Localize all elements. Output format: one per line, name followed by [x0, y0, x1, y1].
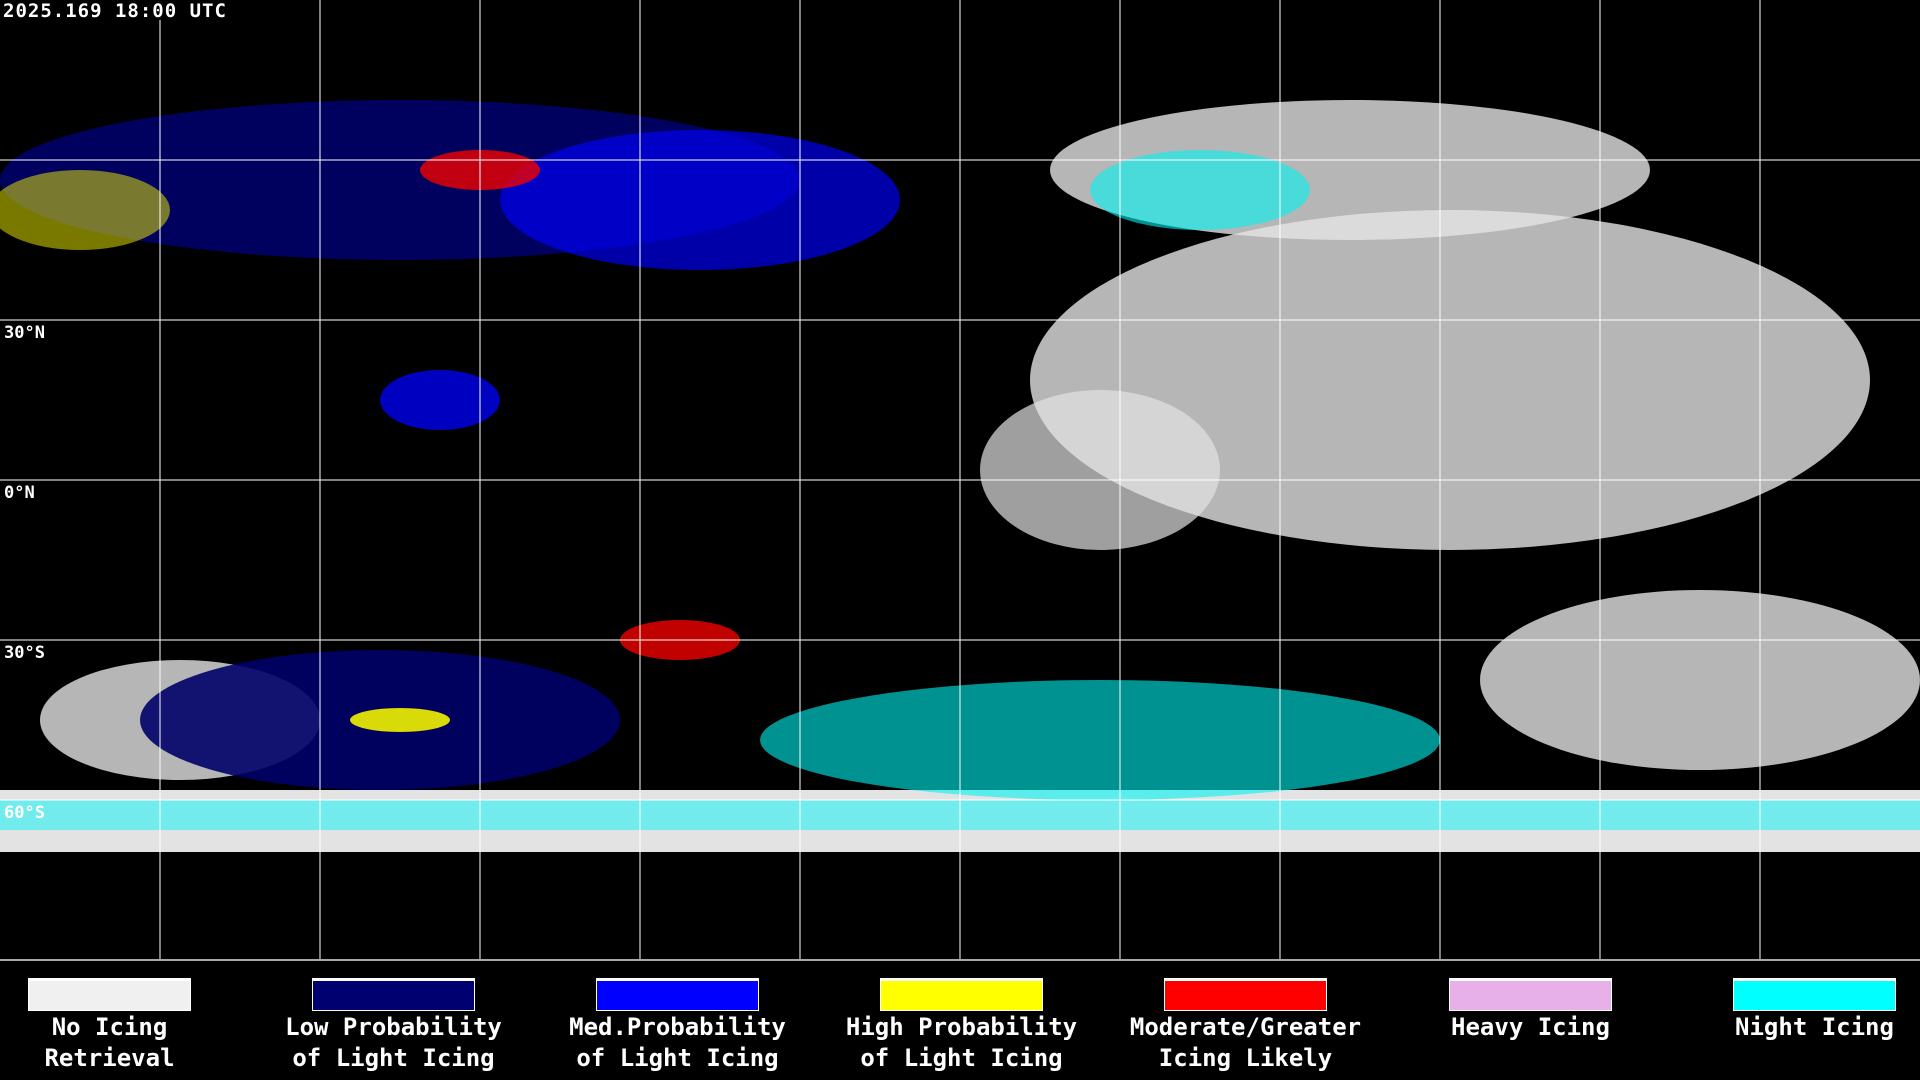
legend-swatch — [312, 978, 475, 1011]
legend-swatch — [1164, 978, 1327, 1011]
legend-label-line1: Moderate/Greater — [1129, 1013, 1362, 1041]
graticule — [0, 0, 1920, 959]
legend-label-line1: Heavy Icing — [1451, 1013, 1610, 1041]
lat-label-30n: 30°N — [4, 323, 45, 343]
legend-label-line2: Retrieval — [44, 1044, 175, 1072]
legend-label-line2: of Light Icing — [292, 1044, 495, 1072]
legend-label-line1: Night Icing — [1735, 1013, 1894, 1041]
legend-label: Moderate/Greater Icing Likely — [1124, 1012, 1367, 1074]
legend-label-line1: High Probability — [845, 1013, 1078, 1041]
legend-label: High Probability of Light Icing — [840, 1012, 1083, 1074]
timestamp: 2025.169 18:00 UTC — [3, 0, 227, 22]
legend-swatch — [28, 978, 191, 1011]
legend-label-line1: No Icing — [51, 1013, 168, 1041]
legend-swatch — [1733, 978, 1896, 1011]
legend-label: Low Probability of Light Icing — [272, 1012, 515, 1074]
legend-label: Med.Probability of Light Icing — [556, 1012, 799, 1074]
map-imagery — [0, 0, 1920, 959]
legend-label-line2: Icing Likely — [1158, 1044, 1333, 1072]
icing-map: 2025.169 18:00 UTC 30°N 0°N 30°S 60°S — [0, 0, 1920, 961]
legend-label-line2: of Light Icing — [576, 1044, 779, 1072]
legend-label-line1: Low Probability — [285, 1013, 502, 1041]
legend-label: Heavy Icing — [1409, 1012, 1652, 1043]
legend-swatch — [1449, 978, 1612, 1011]
lat-label-0n: 0°N — [4, 483, 35, 503]
legend-label-line1: Med.Probability — [569, 1013, 786, 1041]
legend-label-line2: of Light Icing — [860, 1044, 1063, 1072]
legend-swatch — [880, 978, 1043, 1011]
lat-label-60s: 60°S — [4, 803, 45, 823]
legend-label: No Icing Retrieval — [0, 1012, 231, 1074]
legend-swatch — [596, 978, 759, 1011]
lat-label-30s: 30°S — [4, 643, 45, 663]
legend-label: Night Icing — [1693, 1012, 1920, 1043]
